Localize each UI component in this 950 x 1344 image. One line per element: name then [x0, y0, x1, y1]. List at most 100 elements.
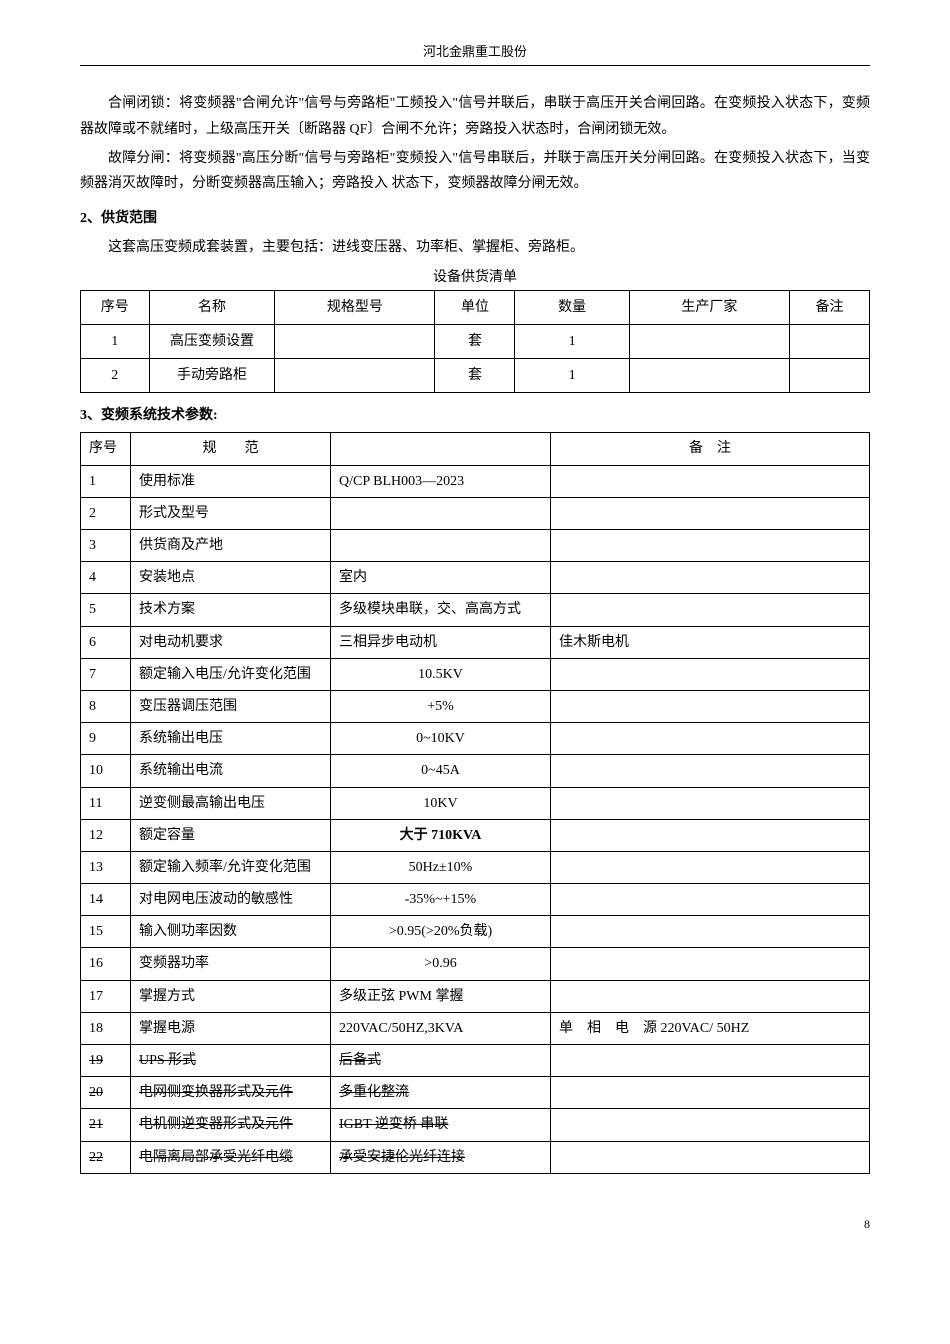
table-cell: 0~10KV: [331, 723, 551, 755]
table-row: 19UPS 形式后备式: [81, 1045, 870, 1077]
table-cell: 2: [81, 359, 150, 393]
table-cell: [551, 723, 870, 755]
table-header: 数量: [515, 290, 629, 324]
table-cell: [275, 324, 435, 358]
table-cell: >0.95(>20%负载): [331, 916, 551, 948]
table-cell: 安装地点: [131, 562, 331, 594]
table-row: 12额定容量大于 710KVA: [81, 819, 870, 851]
table-cell: 3: [81, 530, 131, 562]
section-2-subtitle: 这套高压变频成套装置，主要包括：进线变压器、功率柜、掌握柜、旁路柜。: [80, 235, 870, 260]
table-row: 22电隔离局部承受光纤电缆承受安捷伦光纤连接: [81, 1141, 870, 1173]
document-header: 河北金鼎重工股份: [80, 40, 870, 66]
table-cell: 0~45A: [331, 755, 551, 787]
table-cell: 手动旁路柜: [149, 359, 275, 393]
table-cell: 19: [81, 1045, 131, 1077]
table-cell: [551, 787, 870, 819]
table-cell: -35%~+15%: [331, 884, 551, 916]
table-cell: 电隔离局部承受光纤电缆: [131, 1141, 331, 1173]
table-cell: 12: [81, 819, 131, 851]
table-cell: 变压器调压范围: [131, 690, 331, 722]
spec-table: 序号 规 范 备 注 1使用标准Q/CP BLH003—20232形式及型号3供…: [80, 432, 870, 1173]
table-row: 13额定输入频率/允许变化范围50Hz±10%: [81, 851, 870, 883]
table-cell: IGBT 逆变桥 串联: [331, 1109, 551, 1141]
supply-table: 序号 名称 规格型号 单位 数量 生产厂家 备注 1 高压变频设置 套 1 2 …: [80, 290, 870, 394]
table-cell: 18: [81, 1012, 131, 1044]
table-cell: 14: [81, 884, 131, 916]
table-cell: [551, 819, 870, 851]
table-cell: 9: [81, 723, 131, 755]
table-cell: 对电动机要求: [131, 626, 331, 658]
table-cell: [551, 530, 870, 562]
table-cell: 额定输入频率/允许变化范围: [131, 851, 331, 883]
table-cell: 三相异步电动机: [331, 626, 551, 658]
table-1-caption: 设备供货清单: [80, 265, 870, 290]
table-cell: [629, 324, 789, 358]
table-row: 序号 规 范 备 注: [81, 433, 870, 465]
table-cell: 1: [81, 324, 150, 358]
table-cell: 技术方案: [131, 594, 331, 626]
paragraph-1: 合闸闭锁：将变频器"合闸允许"信号与旁路柜"工频投入"信号并联后，串联于高压开关…: [80, 91, 870, 141]
table-cell: [551, 465, 870, 497]
table-header: 序号: [81, 433, 131, 465]
table-row: 2形式及型号: [81, 497, 870, 529]
table-row: 1 高压变频设置 套 1: [81, 324, 870, 358]
table-cell: [789, 324, 869, 358]
table-cell: 额定输入电压/允许变化范围: [131, 658, 331, 690]
table-cell: [551, 755, 870, 787]
table-cell: [551, 884, 870, 916]
table-cell: 多级模块串联，交、高高方式: [331, 594, 551, 626]
table-cell: 额定容量: [131, 819, 331, 851]
table-cell: 15: [81, 916, 131, 948]
table-cell: 系统输出电流: [131, 755, 331, 787]
table-cell: [551, 948, 870, 980]
table-cell: 对电网电压波动的敏感性: [131, 884, 331, 916]
table-row: 5技术方案多级模块串联，交、高高方式: [81, 594, 870, 626]
table-cell: 20: [81, 1077, 131, 1109]
table-cell: 220VAC/50HZ,3KVA: [331, 1012, 551, 1044]
table-row: 1使用标准Q/CP BLH003—2023: [81, 465, 870, 497]
table-cell: [551, 1109, 870, 1141]
table-cell: 室内: [331, 562, 551, 594]
table-row: 16变频器功率>0.96: [81, 948, 870, 980]
table-cell: 50Hz±10%: [331, 851, 551, 883]
table-cell: [551, 1077, 870, 1109]
table-header: 备注: [789, 290, 869, 324]
table-row: 20电网侧变换器形式及元件多重化整流: [81, 1077, 870, 1109]
table-cell: 7: [81, 658, 131, 690]
table-row: 15输入侧功率因数>0.95(>20%负载): [81, 916, 870, 948]
table-row: 8变压器调压范围+5%: [81, 690, 870, 722]
table-cell: [551, 562, 870, 594]
table-cell: 6: [81, 626, 131, 658]
table-cell: UPS 形式: [131, 1045, 331, 1077]
table-cell: 佳木斯电机: [551, 626, 870, 658]
table-header: [331, 433, 551, 465]
table-row: 21电机侧逆变器形式及元件IGBT 逆变桥 串联: [81, 1109, 870, 1141]
table-cell: 变频器功率: [131, 948, 331, 980]
table-cell: 套: [435, 324, 515, 358]
table-cell: 承受安捷伦光纤连接: [331, 1141, 551, 1173]
table-cell: 单 相 电 源 220VAC/ 50HZ: [551, 1012, 870, 1044]
table-cell: 电机侧逆变器形式及元件: [131, 1109, 331, 1141]
table-cell: Q/CP BLH003—2023: [331, 465, 551, 497]
table-cell: 掌握方式: [131, 980, 331, 1012]
table-cell: +5%: [331, 690, 551, 722]
table-cell: 17: [81, 980, 131, 1012]
table-cell: 16: [81, 948, 131, 980]
table-cell: 5: [81, 594, 131, 626]
table-cell: 10.5KV: [331, 658, 551, 690]
table-cell: 1: [515, 359, 629, 393]
table-header: 规 范: [131, 433, 331, 465]
table-cell: 11: [81, 787, 131, 819]
paragraph-2: 故障分闸：将变频器"高压分断"信号与旁路柜"变频投入"信号串联后，并联于高压开关…: [80, 146, 870, 196]
table-cell: 高压变频设置: [149, 324, 275, 358]
table-cell: 22: [81, 1141, 131, 1173]
table-cell: 8: [81, 690, 131, 722]
table-cell: 2: [81, 497, 131, 529]
table-cell: 1: [81, 465, 131, 497]
table-cell: [275, 359, 435, 393]
table-row: 18掌握电源220VAC/50HZ,3KVA单 相 电 源 220VAC/ 50…: [81, 1012, 870, 1044]
table-cell: 使用标准: [131, 465, 331, 497]
table-cell: [551, 1141, 870, 1173]
table-cell: >0.96: [331, 948, 551, 980]
table-cell: 后备式: [331, 1045, 551, 1077]
